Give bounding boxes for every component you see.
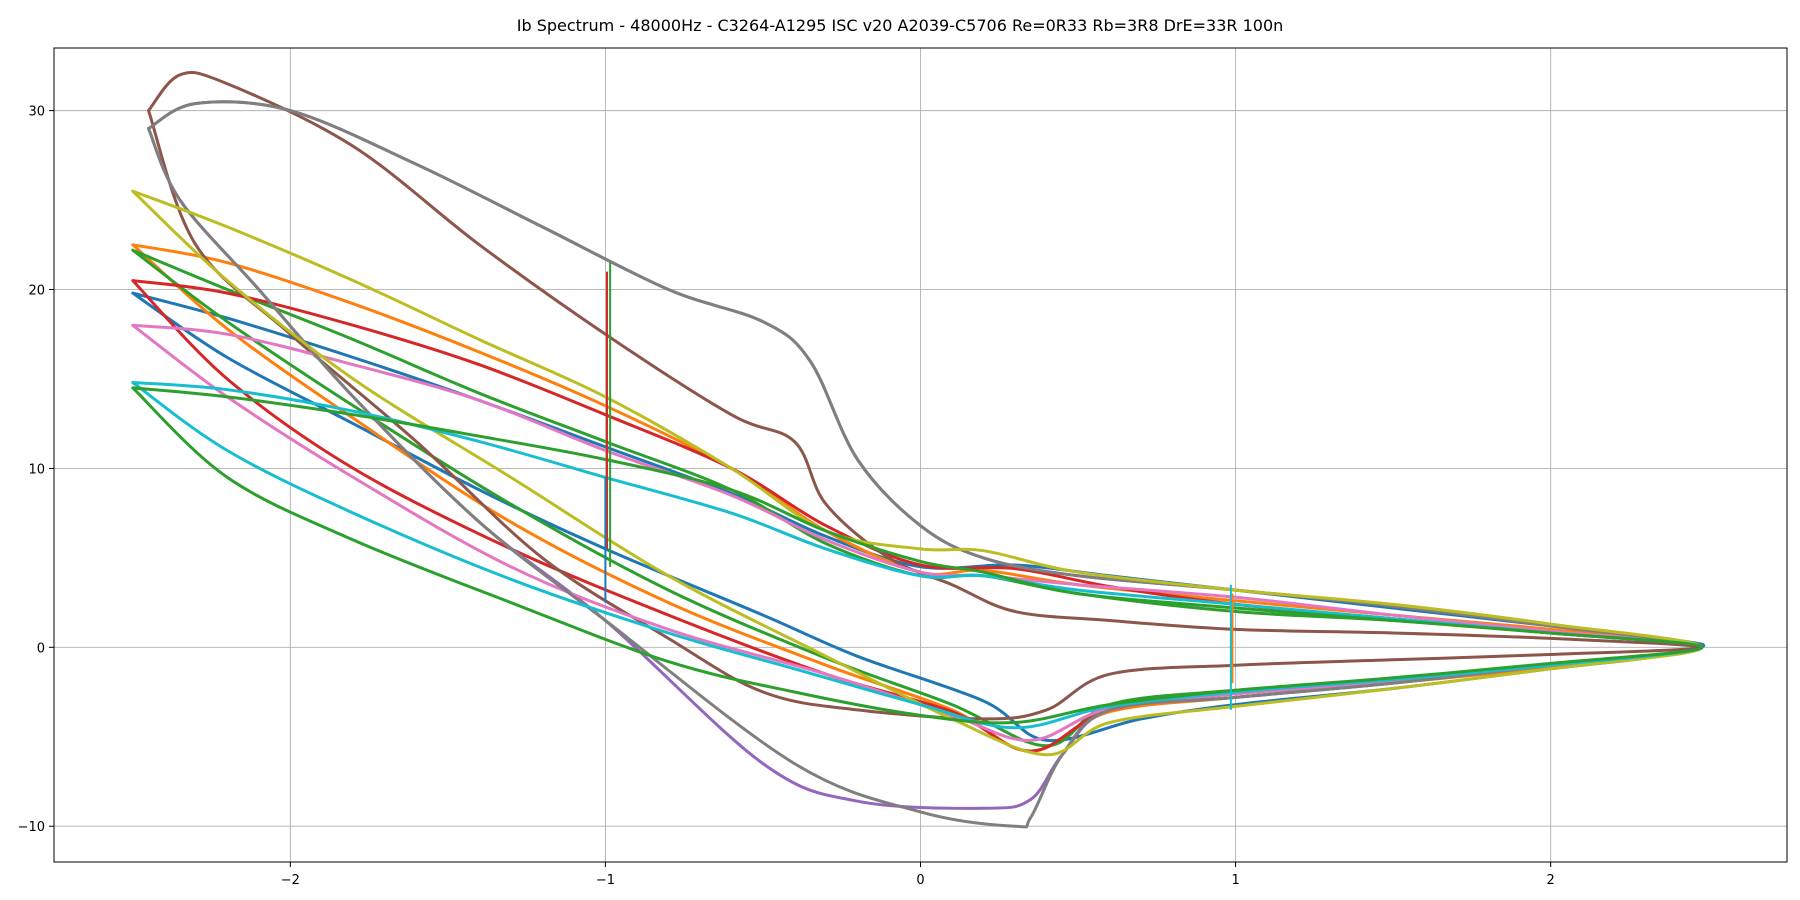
y-tick-label: 20 [28, 284, 45, 299]
x-tick-label: 1 [1231, 873, 1239, 888]
y-tick-label: 0 [37, 641, 45, 656]
series-line-8 [147, 100, 1704, 829]
x-tick-label: −2 [281, 873, 300, 888]
plot-series [131, 71, 1706, 829]
x-tick-label: 0 [916, 873, 924, 888]
series-line-11 [131, 386, 1704, 725]
x-tick-label: −1 [596, 873, 615, 888]
x-tick-label: 2 [1547, 873, 1555, 888]
y-tick-label: 10 [28, 462, 45, 477]
y-tick-label: 30 [28, 105, 45, 120]
grid-lines [54, 48, 1787, 862]
y-tick-label: −10 [18, 820, 45, 835]
chart-title: Ib Spectrum - 48000Hz - C3264-A1295 ISC … [517, 16, 1284, 35]
series-line-6 [147, 71, 1704, 721]
